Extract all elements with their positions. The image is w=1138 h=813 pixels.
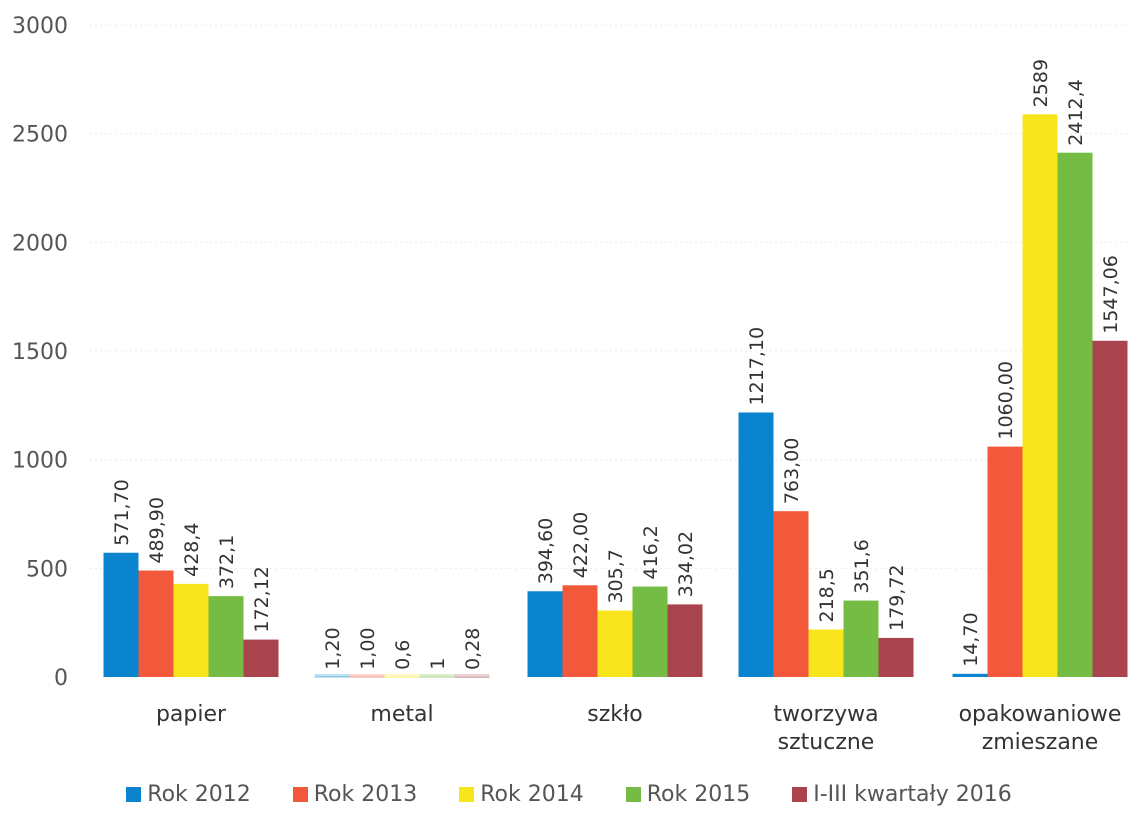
legend-label: Rok 2014 bbox=[480, 782, 584, 807]
data-label: 0,28 bbox=[462, 628, 484, 670]
category-label-line: szkło bbox=[587, 702, 642, 727]
bar bbox=[773, 511, 809, 677]
bar bbox=[419, 676, 455, 678]
data-label: 1547,06 bbox=[1100, 255, 1122, 334]
bar bbox=[667, 604, 703, 677]
data-labels: 571,70 1,20 394,60 1217,10 14,70 489,90 1,00 42… bbox=[111, 59, 1122, 670]
bar bbox=[1022, 114, 1058, 678]
y-tick-label: 1000 bbox=[12, 449, 68, 474]
data-label: 763,00 bbox=[781, 438, 803, 504]
data-label: 334,02 bbox=[675, 531, 697, 597]
legend-swatch bbox=[459, 787, 475, 802]
category-label-line: zmieszane bbox=[982, 730, 1099, 755]
bar bbox=[562, 585, 598, 677]
legend-swatch bbox=[292, 787, 308, 802]
bar bbox=[384, 676, 420, 678]
data-label: 428,4 bbox=[181, 522, 203, 576]
data-label: 2412,4 bbox=[1065, 79, 1087, 145]
category-label: papier bbox=[156, 702, 227, 727]
y-axis-ticks: 0 500 1000 1500 2000 2500 3000 bbox=[12, 14, 68, 691]
category-label-line: metal bbox=[370, 702, 433, 727]
y-tick-label: 1500 bbox=[12, 340, 68, 365]
category-label: metal bbox=[370, 702, 433, 727]
data-label: 14,70 bbox=[960, 612, 982, 666]
bar bbox=[173, 583, 209, 677]
data-label: 1 bbox=[427, 658, 449, 670]
bar bbox=[349, 676, 385, 678]
data-label: 1,00 bbox=[357, 627, 379, 669]
data-label: 1217,10 bbox=[746, 327, 768, 406]
legend-swatch bbox=[792, 787, 808, 802]
category-label: tworzywa sztuczne bbox=[773, 702, 878, 755]
bar bbox=[314, 676, 350, 678]
bar bbox=[597, 610, 633, 677]
category-label-line: papier bbox=[156, 702, 227, 727]
bar-baseline bbox=[349, 674, 385, 677]
data-label: 172,12 bbox=[251, 566, 273, 632]
x-axis-categories: papier metal szkło tworzywa sztuczne opakowan… bbox=[156, 702, 1121, 755]
bar bbox=[527, 591, 563, 677]
data-label: 179,72 bbox=[886, 564, 908, 630]
bar bbox=[103, 552, 139, 677]
data-label: 422,00 bbox=[570, 512, 592, 578]
legend: Rok 2012 Rok 2013 Rok 2014 Rok 2015 I-III kw… bbox=[0, 782, 1138, 807]
legend-item: I-III kwartały 2016 bbox=[792, 782, 1012, 807]
gridlines bbox=[90, 24, 1130, 569]
bar-baseline bbox=[384, 674, 420, 677]
bar bbox=[208, 596, 244, 677]
data-label: 489,90 bbox=[146, 497, 168, 563]
y-tick-label: 2000 bbox=[12, 231, 68, 256]
bar bbox=[808, 629, 844, 677]
bars bbox=[103, 114, 1128, 678]
legend-label: Rok 2012 bbox=[147, 782, 251, 807]
y-tick-label: 500 bbox=[26, 557, 68, 582]
category-label-line: opakowaniowe bbox=[959, 702, 1122, 727]
data-label: 416,2 bbox=[640, 525, 662, 579]
bar bbox=[843, 600, 879, 677]
category-label: opakowaniowe zmieszane bbox=[959, 702, 1122, 755]
data-label: 351,6 bbox=[851, 539, 873, 593]
y-tick-label: 2500 bbox=[12, 123, 68, 148]
data-label: 571,70 bbox=[111, 479, 133, 545]
data-label: 1,20 bbox=[322, 627, 344, 669]
bar bbox=[1057, 152, 1093, 677]
data-label: 0,6 bbox=[392, 640, 414, 670]
bar-chart: 0 500 1000 1500 2000 2500 3000 571,70 1,20 394,6… bbox=[12, 14, 1130, 755]
legend-item: Rok 2013 bbox=[292, 782, 418, 807]
bar bbox=[454, 676, 490, 678]
bar-baseline bbox=[314, 674, 350, 677]
y-tick-label: 0 bbox=[54, 666, 68, 691]
bar-baseline bbox=[419, 674, 455, 677]
bar bbox=[243, 639, 279, 677]
y-tick-label: 3000 bbox=[12, 14, 68, 39]
bar bbox=[738, 412, 774, 677]
legend-item: Rok 2012 bbox=[126, 782, 251, 807]
legend-label: Rok 2015 bbox=[646, 782, 751, 807]
bar-baseline bbox=[454, 674, 490, 677]
data-label: 2589 bbox=[1030, 59, 1052, 107]
data-label: 305,7 bbox=[605, 549, 627, 603]
legend-item: Rok 2014 bbox=[459, 782, 584, 807]
category-label-line: tworzywa bbox=[773, 702, 878, 727]
legend-swatch bbox=[126, 787, 142, 802]
legend-swatch bbox=[625, 787, 641, 802]
bar bbox=[632, 586, 668, 677]
bar-baseline bbox=[952, 674, 988, 677]
bar bbox=[987, 446, 1023, 677]
bar bbox=[878, 637, 914, 677]
data-label: 218,5 bbox=[816, 568, 838, 622]
data-label: 1060,00 bbox=[995, 361, 1017, 440]
legend-item: Rok 2015 bbox=[625, 782, 751, 807]
bar bbox=[138, 570, 174, 677]
bar bbox=[952, 673, 988, 677]
data-label: 394,60 bbox=[535, 518, 557, 584]
category-label: szkło bbox=[587, 702, 642, 727]
category-label-line: sztuczne bbox=[778, 730, 875, 755]
legend-label: Rok 2013 bbox=[313, 782, 418, 807]
data-label: 372,1 bbox=[216, 535, 238, 589]
legend-label: I-III kwartały 2016 bbox=[813, 782, 1012, 807]
bar bbox=[1092, 340, 1128, 677]
